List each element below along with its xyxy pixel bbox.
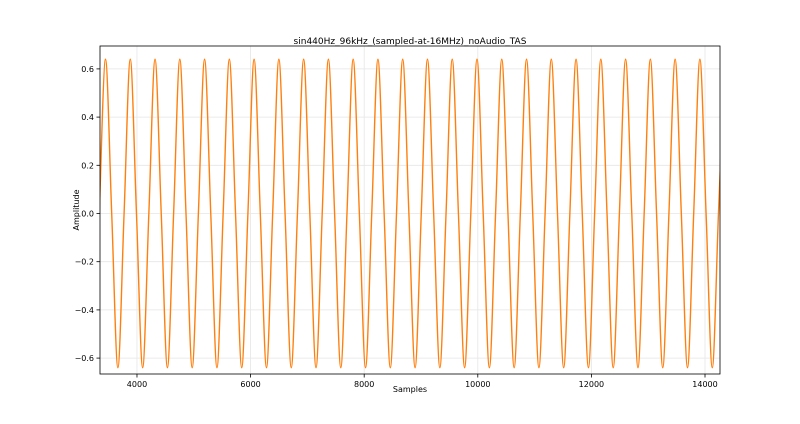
plot-area [100,58,720,369]
y-tick-label: 0.6 [81,65,94,74]
y-tick-label: −0.2 [75,258,94,267]
y-tick-label: −0.6 [75,354,94,363]
y-tick-label: 0.0 [81,209,94,218]
x-axis-label: Samples [393,385,427,394]
chart-title: sin440Hz_96kHz_(sampled-at-16MHz)_noAudi… [294,37,527,47]
y-tick-label: 0.2 [81,161,94,170]
y-tick-label: −0.4 [75,306,94,315]
y-axis-label: Amplitude [72,189,81,230]
series-line [100,58,720,369]
x-tick-label: 4000 [127,380,147,389]
x-tick-label: 8000 [354,380,374,389]
x-tick-label: 6000 [240,380,260,389]
x-tick-label: 12000 [579,380,604,389]
plot-frame [99,45,721,375]
x-tick-label: 10000 [465,380,490,389]
y-tick-label: 0.4 [81,113,94,122]
x-tick-label: 14000 [692,380,717,389]
